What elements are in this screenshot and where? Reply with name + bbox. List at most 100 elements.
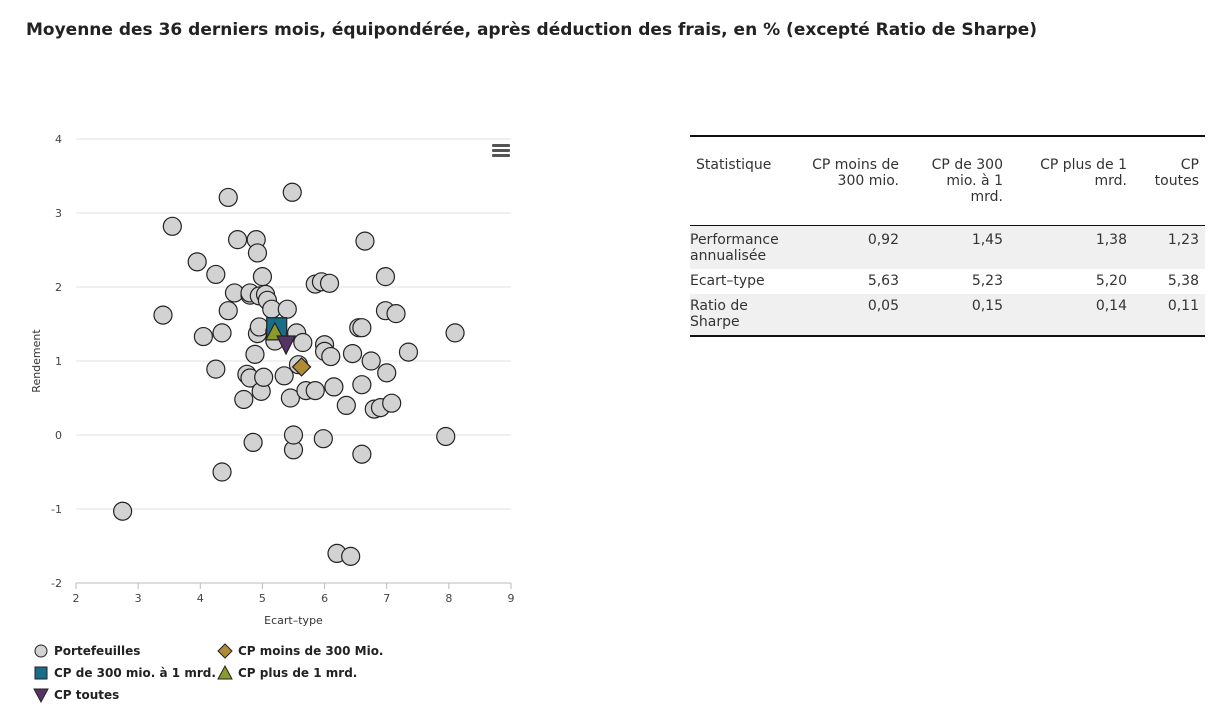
- x-tick-label: 6: [321, 592, 328, 605]
- table-row: Ecart–type 5,63 5,23 5,20 5,38: [690, 269, 1205, 294]
- legend-item-cp-plus-1mrd[interactable]: CP plus de 1 mrd.: [217, 664, 357, 680]
- portefeuille-point[interactable]: [153, 305, 173, 325]
- x-tick-label: 5: [259, 592, 266, 605]
- portefeuille-point[interactable]: [280, 388, 300, 408]
- x-tick-label: 8: [445, 592, 452, 605]
- portefeuille-point[interactable]: [206, 264, 226, 285]
- y-axis-label: Rendement: [30, 329, 43, 393]
- portefeuille-point[interactable]: [206, 359, 226, 379]
- y-tick-label: -1: [51, 503, 62, 516]
- portefeuille-point[interactable]: [252, 267, 273, 287]
- header-cp-300-1mrd: CP de 300 mio. à 1 mrd.: [931, 157, 1003, 205]
- chart-menu-icon[interactable]: [492, 144, 510, 158]
- portefeuille-point[interactable]: [113, 501, 133, 521]
- portefeuille-point[interactable]: [293, 332, 313, 353]
- page-title: Moyenne des 36 derniers mois, équipondér…: [26, 20, 1038, 40]
- legend-label: Portefeuilles: [54, 644, 140, 658]
- table-cell: 1,38: [1095, 232, 1127, 248]
- legend: Portefeuilles CP moins de 300 Mio. CP de…: [33, 643, 384, 704]
- portefeuille-point[interactable]: [212, 462, 232, 482]
- portefeuille-point[interactable]: [361, 351, 381, 371]
- portefeuille-point[interactable]: [386, 304, 406, 324]
- x-tick-label: 7: [383, 592, 390, 605]
- table-cell: 0,05: [867, 298, 899, 314]
- table-cell: 5,20: [1095, 273, 1127, 289]
- portefeuille-point[interactable]: [283, 425, 304, 445]
- x-tick-label: 3: [135, 592, 142, 605]
- x-axis-label: Ecart–type: [264, 614, 323, 627]
- legend-item-cp-moins-300[interactable]: CP moins de 300 Mio.: [217, 643, 384, 659]
- portefeuille-point[interactable]: [342, 344, 363, 364]
- legend-item-cp-toutes[interactable]: CP toutes: [33, 688, 119, 704]
- portefeuille-point[interactable]: [321, 346, 341, 367]
- y-tick-label: -2: [51, 577, 62, 590]
- header-cp-plus-1mrd: CP plus de 1 mrd.: [1040, 157, 1127, 189]
- y-tick-label: 2: [55, 281, 62, 294]
- portefeuille-point[interactable]: [352, 444, 372, 464]
- portefeuille-point[interactable]: [245, 344, 265, 364]
- y-tick-label: 1: [55, 355, 62, 368]
- table-row: Performance annualisée 0,92 1,45 1,38 1,…: [690, 225, 1205, 269]
- scatter-chart: -2 -1 0 1 2 3 4 2 3 4 5 6 7 8 9 Ecart–type Rendement P…: [30, 133, 515, 704]
- portefeuille-point[interactable]: [218, 301, 238, 321]
- axes: -2 -1 0 1 2 3 4 2 3 4 5 6 7 8 9: [51, 133, 514, 605]
- row-label: Ratio de Sharpe: [690, 298, 748, 330]
- portefeuille-point[interactable]: [352, 318, 372, 338]
- row-label: Performance annualisée: [690, 232, 779, 264]
- portefeuille-point[interactable]: [274, 366, 294, 386]
- portefeuille-point[interactable]: [375, 267, 396, 287]
- table-cell: 5,63: [867, 273, 899, 289]
- header-cp-moins-300: CP moins de 300 mio.: [812, 157, 899, 189]
- portefeuille-point[interactable]: [398, 342, 419, 362]
- portefeuille-point[interactable]: [324, 377, 344, 397]
- cp-moins-300-point[interactable]: [291, 357, 312, 377]
- portefeuille-point[interactable]: [227, 230, 248, 250]
- portefeuille-point[interactable]: [254, 367, 274, 387]
- legend-label: CP toutes: [54, 688, 119, 702]
- legend-label: CP moins de 300 Mio.: [238, 644, 384, 658]
- portefeuille-point[interactable]: [193, 326, 213, 347]
- row-label: Ecart–type: [690, 273, 765, 289]
- legend-label: CP de 300 mio. à 1 mrd.: [54, 666, 216, 680]
- portefeuille-point[interactable]: [382, 393, 402, 413]
- portefeuille-point[interactable]: [352, 375, 372, 395]
- legend-item-portefeuilles[interactable]: Portefeuilles: [34, 644, 140, 658]
- legend-marker-square: [34, 666, 48, 680]
- portefeuille-point[interactable]: [212, 323, 232, 343]
- header-cp-toutes: CP toutes: [1154, 157, 1199, 189]
- x-tick-label: 9: [508, 592, 515, 605]
- portefeuille-point[interactable]: [243, 432, 263, 452]
- portefeuille-point[interactable]: [341, 546, 361, 566]
- portefeuille-point[interactable]: [377, 363, 397, 383]
- legend-marker-triangle-up: [217, 664, 233, 680]
- portefeuille-point[interactable]: [282, 182, 302, 202]
- legend-marker-circle: [34, 644, 48, 658]
- portefeuille-point[interactable]: [313, 429, 333, 449]
- legend-item-cp-300-1mrd[interactable]: CP de 300 mio. à 1 mrd.: [34, 666, 216, 680]
- y-tick-label: 4: [55, 133, 62, 146]
- cp-toutes-point[interactable]: [276, 335, 297, 356]
- portefeuille-point[interactable]: [277, 299, 297, 319]
- portefeuille-point[interactable]: [445, 323, 465, 343]
- table-cell: 1,45: [971, 232, 1003, 248]
- table-row: Ratio de Sharpe 0,05 0,15 0,14 0,11: [690, 294, 1205, 336]
- portefeuille-point[interactable]: [162, 216, 182, 236]
- table-cell: 0,15: [971, 298, 1003, 314]
- table-cell: 1,23: [1167, 232, 1199, 248]
- legend-marker-diamond: [217, 643, 233, 659]
- portefeuille-point[interactable]: [436, 426, 456, 447]
- table-cell: 0,11: [1167, 298, 1199, 314]
- table-cell: 0,14: [1095, 298, 1127, 314]
- y-tick-label: 0: [55, 429, 62, 442]
- portefeuille-point[interactable]: [336, 395, 356, 415]
- portefeuille-point[interactable]: [355, 231, 375, 251]
- portefeuille-point[interactable]: [305, 381, 325, 401]
- x-tick-label: 2: [73, 592, 80, 605]
- portefeuille-point[interactable]: [319, 273, 340, 293]
- header-statistique: Statistique: [696, 157, 772, 173]
- portefeuille-point[interactable]: [187, 252, 207, 272]
- table-cell: 5,23: [971, 273, 1003, 289]
- portefeuille-point[interactable]: [234, 389, 254, 410]
- portefeuille-point[interactable]: [218, 187, 238, 208]
- portefeuille-point[interactable]: [247, 243, 268, 263]
